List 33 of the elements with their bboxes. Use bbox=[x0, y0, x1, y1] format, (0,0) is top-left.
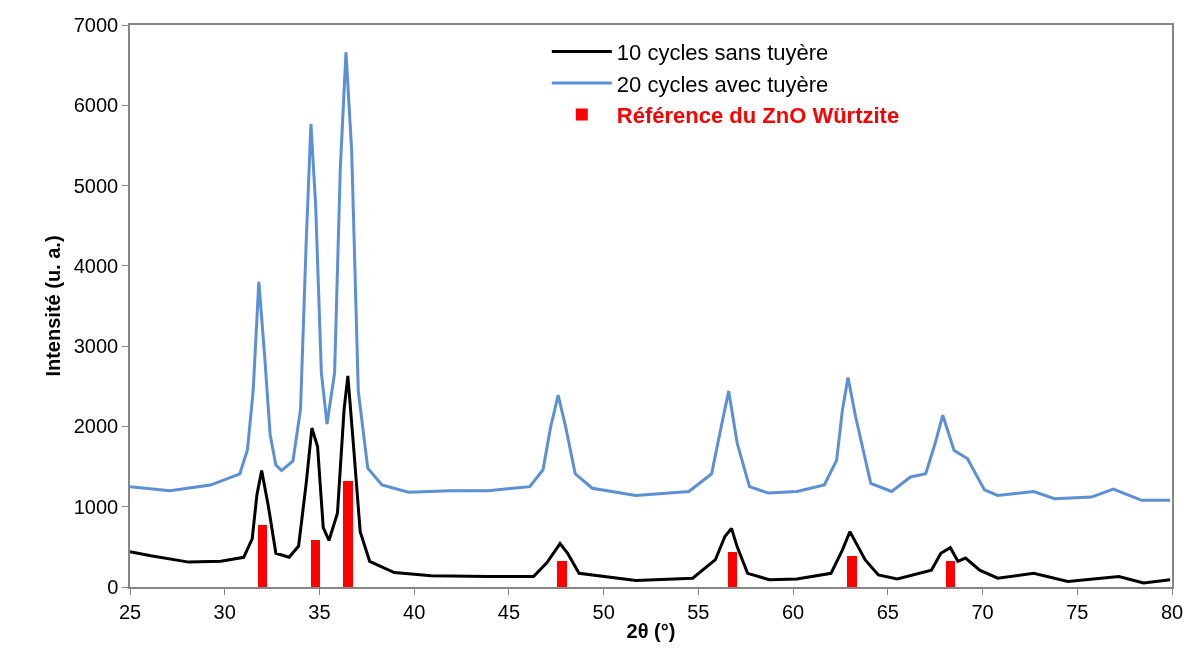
bar bbox=[847, 556, 857, 587]
x-tick-label: 70 bbox=[971, 600, 994, 623]
y-tick-label: 7000 bbox=[73, 14, 119, 36]
x-tick-label: 60 bbox=[781, 600, 805, 623]
x-tick-label: 25 bbox=[118, 600, 142, 623]
y-tick-label: 0 bbox=[107, 576, 119, 598]
y-tick-label: 3000 bbox=[73, 335, 119, 358]
legend-label: 10 cycles sans tuyère bbox=[616, 40, 829, 65]
bar bbox=[728, 552, 737, 587]
x-tick-label: 80 bbox=[1160, 600, 1184, 623]
legend-label: Référence du ZnO Würtzite bbox=[616, 103, 900, 129]
line-series bbox=[130, 374, 1172, 585]
bar bbox=[258, 525, 267, 587]
x-axis-title: 2θ (°) bbox=[626, 619, 676, 642]
y-tick-label: 4000 bbox=[73, 254, 119, 277]
x-tick-label: 45 bbox=[497, 600, 521, 623]
x-tick-label: 50 bbox=[592, 600, 615, 623]
y-tick-label: 5000 bbox=[73, 174, 119, 197]
bar bbox=[557, 561, 567, 587]
bar bbox=[946, 561, 955, 587]
x-tick-label: 35 bbox=[308, 600, 331, 623]
x-tick-label: 65 bbox=[876, 600, 899, 623]
x-tick-label: 75 bbox=[1066, 600, 1089, 623]
legend-label: 20 cycles avec tuyère bbox=[616, 71, 829, 97]
bar bbox=[343, 481, 353, 587]
bar bbox=[311, 540, 320, 587]
x-tick-label: 30 bbox=[213, 600, 236, 623]
y-tick-label: 2000 bbox=[73, 415, 119, 438]
y-tick-label: 1000 bbox=[73, 495, 119, 518]
x-tick-label: 40 bbox=[403, 600, 426, 623]
y-axis-title: Intensité (u. a.) bbox=[41, 235, 64, 377]
y-tick-label: 6000 bbox=[73, 94, 119, 117]
x-tick-label: 55 bbox=[687, 600, 710, 623]
